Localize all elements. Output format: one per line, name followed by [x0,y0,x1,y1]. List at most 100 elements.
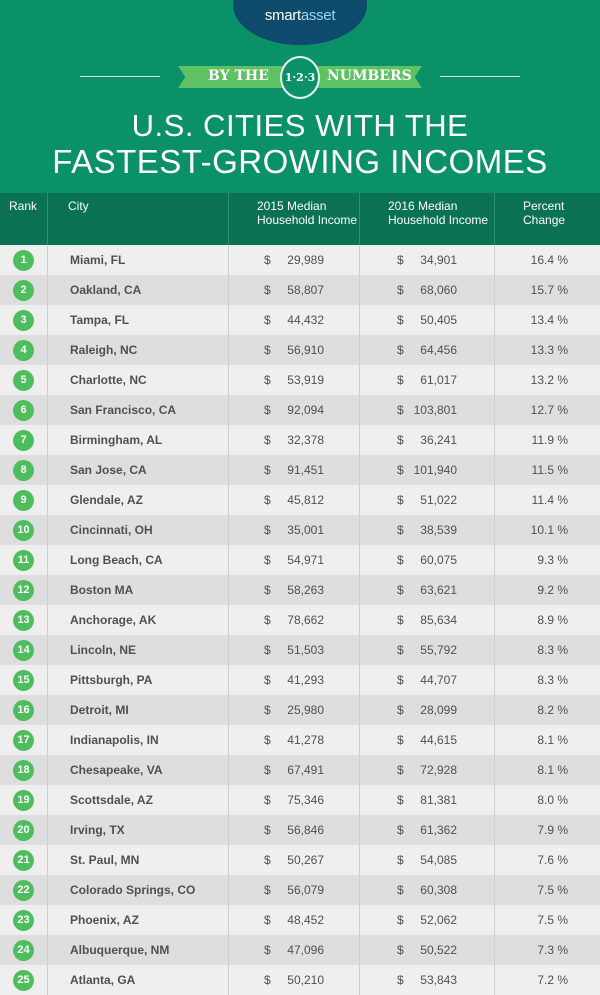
currency-symbol: $ [264,943,271,957]
table-row: 23 Phoenix, AZ $48,452 $52,062 7.5 % [0,905,600,935]
percent-change-cell: 8.9 % [537,613,568,627]
percent-change-cell: 13.2 % [530,373,568,387]
currency-symbol: $ [397,313,404,327]
col-header-rank: Rank [0,193,48,245]
income-2015-cell: $41,293 [229,665,360,695]
income-2015: $91,451 [264,463,324,477]
income-2016-cell: $61,017 [360,365,495,395]
rank-badge: 13 [13,609,34,631]
currency-symbol: $ [397,613,404,627]
rank-badge: 15 [13,669,34,691]
income-2015-cell: $48,452 [229,905,360,935]
income-2015: $25,980 [264,703,324,717]
percent-change-cell: 13.4 % [530,313,568,327]
currency-symbol: $ [264,973,271,987]
currency-symbol: $ [397,643,404,657]
rank-badge: 24 [13,939,34,961]
income-2016-value: 103,801 [413,403,457,417]
income-2015: $51,503 [264,643,324,657]
city-cell: Scottsdale, AZ [48,785,229,815]
city-cell: Boston MA [48,575,229,605]
city-cell: Glendale, AZ [48,485,229,515]
income-2015: $50,267 [264,853,324,867]
income-2016-value: 38,539 [420,523,457,537]
table-row: 14 Lincoln, NE $51,503 $55,792 8.3 % [0,635,600,665]
income-2015-value: 56,910 [287,343,324,357]
rank-badge: 4 [13,339,34,361]
income-2015: $29,989 [264,253,324,267]
income-2016-value: 85,634 [420,613,457,627]
income-2016-value: 51,022 [420,493,457,507]
table-row: 9 Glendale, AZ $45,812 $51,022 11.4 % [0,485,600,515]
percent-change-cell: 7.2 % [537,973,568,987]
currency-symbol: $ [264,823,271,837]
income-2016-cell: $51,022 [360,485,495,515]
income-2015-cell: $58,807 [229,275,360,305]
table-row: 25 Atlanta, GA $50,210 $53,843 7.2 % [0,965,600,995]
currency-symbol: $ [397,343,404,357]
income-2016-cell: $85,634 [360,605,495,635]
table-row: 4 Raleigh, NC $56,910 $64,456 13.3 % [0,335,600,365]
income-2015-value: 32,378 [287,433,324,447]
percent-change-cell: 7.5 % [537,883,568,897]
city-cell: Tampa, FL [48,305,229,335]
rank-cell: 2 [0,275,48,305]
income-2016: $36,241 [397,433,457,447]
income-2015-cell: $50,267 [229,845,360,875]
rank-cell: 24 [0,935,48,965]
percent-change-cell: 8.0 % [537,793,568,807]
city-cell: Raleigh, NC [48,335,229,365]
rank-cell: 15 [0,665,48,695]
income-2016-cell: $101,940 [360,455,495,485]
rank-cell: 21 [0,845,48,875]
rank-badge: 5 [13,369,34,391]
income-2016-cell: $50,405 [360,305,495,335]
income-2015: $75,346 [264,793,324,807]
currency-symbol: $ [397,253,404,267]
col-header-2015: 2015 Median Household Income [229,193,360,245]
income-2015: $58,263 [264,583,324,597]
income-2015-cell: $35,001 [229,515,360,545]
income-2016-cell: $28,099 [360,695,495,725]
city-cell: Irving, TX [48,815,229,845]
income-2015-value: 41,293 [287,673,324,687]
table-row: 6 San Francisco, CA $92,094 $103,801 12.… [0,395,600,425]
percent-change-cell: 12.7 % [530,403,568,417]
percent-change-cell: 13.3 % [530,343,568,357]
rank-badge: 18 [13,759,34,781]
income-2016-value: 50,522 [420,943,457,957]
currency-symbol: $ [264,913,271,927]
logo-text-asset: asset [300,7,336,24]
income-2016: $38,539 [397,523,457,537]
income-2016: $68,060 [397,283,457,297]
rank-cell: 10 [0,515,48,545]
currency-symbol: $ [397,793,404,807]
table-row: 1 Miami, FL $29,989 $34,901 16.4 % [0,245,600,275]
income-2016-value: 53,843 [420,973,457,987]
rank-badge: 10 [13,519,34,541]
currency-symbol: $ [264,313,271,327]
rank-cell: 7 [0,425,48,455]
percent-change-cell: 7.5 % [537,913,568,927]
income-2016-value: 52,062 [420,913,457,927]
income-2016-value: 101,940 [413,463,457,477]
income-2015: $56,846 [264,823,324,837]
currency-symbol: $ [264,403,271,417]
city-cell: San Jose, CA [48,455,229,485]
income-2015: $44,432 [264,313,324,327]
currency-symbol: $ [264,283,271,297]
rank-cell: 22 [0,875,48,905]
income-2015-cell: $58,263 [229,575,360,605]
percent-change-cell: 11.9 % [531,433,568,447]
income-2016: $64,456 [397,343,457,357]
table-row: 12 Boston MA $58,263 $63,621 9.2 % [0,575,600,605]
rank-cell: 13 [0,605,48,635]
table-row: 19 Scottsdale, AZ $75,346 $81,381 8.0 % [0,785,600,815]
income-2015-value: 56,846 [287,823,324,837]
rank-badge: 22 [13,879,34,901]
income-2016: $52,062 [397,913,457,927]
currency-symbol: $ [397,403,404,417]
income-2016: $63,621 [397,583,457,597]
income-2016-cell: $36,241 [360,425,495,455]
table-row: 3 Tampa, FL $44,432 $50,405 13.4 % [0,305,600,335]
